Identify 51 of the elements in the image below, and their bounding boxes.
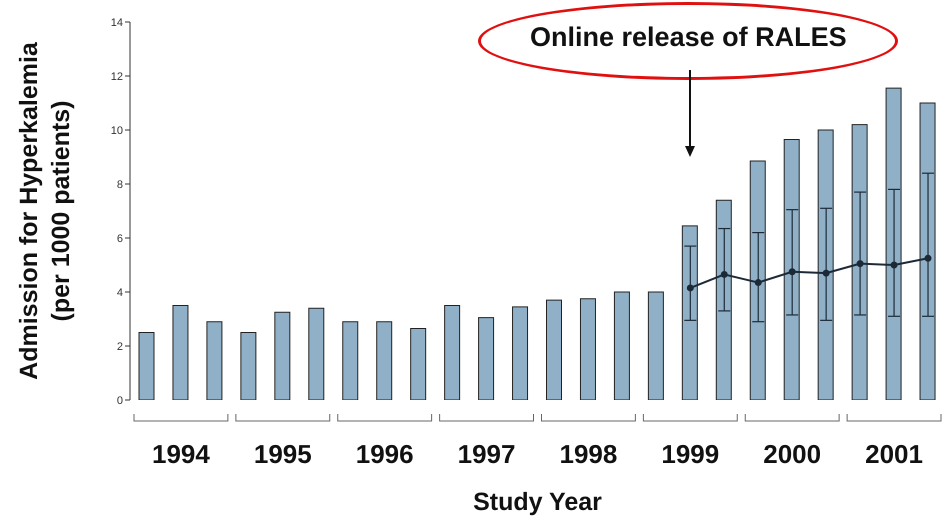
y-tick-label: 12 bbox=[110, 70, 123, 83]
y-tick-label: 10 bbox=[110, 124, 123, 137]
bar bbox=[138, 332, 154, 400]
bar bbox=[240, 332, 256, 400]
annotation: Online release of RALES bbox=[529, 22, 848, 53]
bar bbox=[512, 306, 528, 400]
point bbox=[890, 262, 898, 268]
x-tick-label: 2001 bbox=[865, 439, 923, 469]
bar bbox=[920, 102, 936, 400]
y-tick-label: 8 bbox=[116, 178, 123, 191]
bar bbox=[546, 300, 562, 400]
point bbox=[754, 279, 762, 286]
y-tick-label: 6 bbox=[116, 232, 123, 245]
bar bbox=[750, 160, 766, 400]
bar bbox=[818, 130, 834, 400]
bar bbox=[784, 138, 800, 400]
x-axis-title: Study Year bbox=[473, 488, 602, 516]
bar bbox=[172, 305, 188, 400]
point bbox=[720, 270, 728, 278]
point bbox=[686, 284, 694, 292]
y-tick-label: 0 bbox=[116, 394, 123, 407]
x-tick-label: 1995 bbox=[254, 439, 312, 469]
bar bbox=[852, 124, 868, 400]
y-axis-title: Admission for Hyperkalemia (per 1000 patients) bbox=[14, 42, 76, 380]
bar bbox=[580, 298, 596, 400]
bar bbox=[886, 88, 902, 400]
x-tick-label: 1997 bbox=[458, 439, 516, 469]
bar bbox=[410, 328, 426, 400]
x-tick-label: 2000 bbox=[763, 439, 822, 469]
bar bbox=[274, 312, 290, 400]
y-tick-label: 2 bbox=[116, 340, 123, 353]
bar bbox=[206, 321, 222, 400]
x-tick-label: 1994 bbox=[152, 439, 210, 469]
y-tick-label: 4 bbox=[116, 286, 123, 299]
x-tick-label: 1999 bbox=[661, 439, 720, 469]
x-tick-label: 1996 bbox=[356, 439, 414, 469]
bar bbox=[648, 292, 664, 400]
bar bbox=[444, 305, 460, 400]
bar bbox=[478, 317, 494, 400]
bar bbox=[376, 321, 392, 400]
point bbox=[856, 260, 864, 268]
x-tick-label: 1998 bbox=[560, 439, 618, 469]
bar bbox=[614, 292, 630, 400]
bar bbox=[308, 308, 324, 400]
bar bbox=[682, 225, 698, 400]
point bbox=[924, 254, 932, 262]
bar bbox=[716, 200, 732, 400]
y-tick-label: 14 bbox=[110, 16, 123, 29]
bar bbox=[342, 321, 358, 400]
point bbox=[788, 268, 796, 276]
point bbox=[822, 270, 830, 277]
